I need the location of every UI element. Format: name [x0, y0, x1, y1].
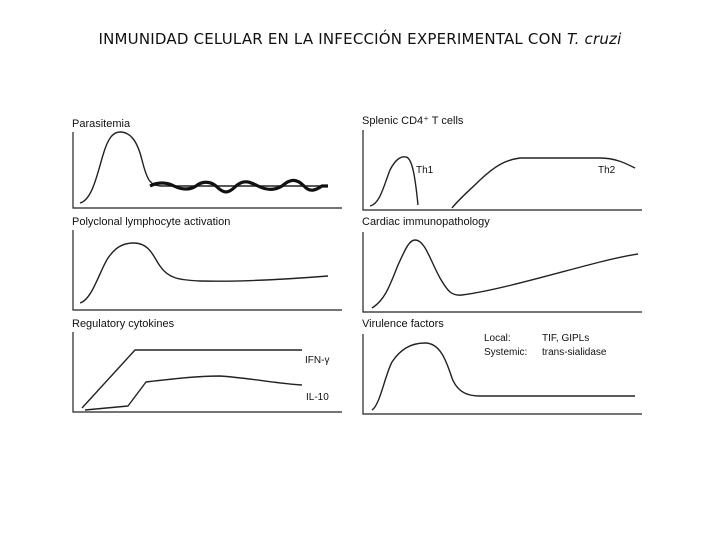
virulence-axes — [362, 334, 642, 415]
title-main: INMUNIDAD CELULAR EN LA INFECCIÓN EXPERI… — [98, 30, 567, 48]
panel-cytokines-title: Regulatory cytokines — [72, 318, 175, 330]
cardiac-axes — [362, 232, 642, 313]
panel-virulence-title: Virulence factors — [362, 318, 444, 330]
cardiac-curve — [371, 239, 639, 309]
slide-title: INMUNIDAD CELULAR EN LA INFECCIÓN EXPERI… — [0, 30, 720, 48]
panel-virulence: Virulence factors Local: TIF, GIPLs Syst… — [362, 318, 642, 415]
cytokines-axes — [72, 332, 342, 413]
il10-curve — [84, 375, 303, 411]
th2-label: Th2 — [598, 165, 616, 176]
panel-parasitemia-title: Parasitemia — [72, 118, 131, 130]
systemic-value: trans-sialidase — [542, 347, 607, 358]
parasitemia-axes — [72, 132, 342, 209]
th1-curve — [369, 156, 419, 207]
panel-polyclonal: Polyclonal lymphocyte activation — [72, 216, 342, 311]
parasitemia-curve — [79, 131, 328, 204]
ifn-gamma-curve — [81, 349, 302, 409]
th1-label: Th1 — [416, 165, 434, 176]
polyclonal-curve — [79, 242, 329, 304]
panel-cardiac: Cardiac immunopathology — [362, 216, 642, 313]
title-species: T. cruzi — [567, 30, 622, 48]
th2-curve — [451, 157, 636, 209]
il10-label: IL-10 — [306, 392, 329, 403]
panel-splenic: Splenic CD4⁺ T cells Th1 Th2 — [362, 115, 642, 211]
panel-cardiac-title: Cardiac immunopathology — [362, 216, 490, 228]
local-value: TIF, GIPLs — [542, 333, 589, 344]
systemic-key: Systemic: — [484, 347, 527, 358]
panel-splenic-title: Splenic CD4⁺ T cells — [362, 115, 464, 127]
polyclonal-axes — [72, 230, 342, 311]
splenic-axes — [362, 130, 642, 211]
ifn-gamma-label: IFN-γ — [305, 355, 329, 366]
panel-polyclonal-title: Polyclonal lymphocyte activation — [72, 216, 230, 228]
panel-cytokines: Regulatory cytokines IFN-γ IL-10 — [72, 318, 342, 413]
local-key: Local: — [484, 333, 511, 344]
parasitemia-oscillation — [149, 178, 328, 194]
virulence-curve — [371, 342, 635, 411]
panel-parasitemia: Parasitemia — [72, 118, 342, 209]
